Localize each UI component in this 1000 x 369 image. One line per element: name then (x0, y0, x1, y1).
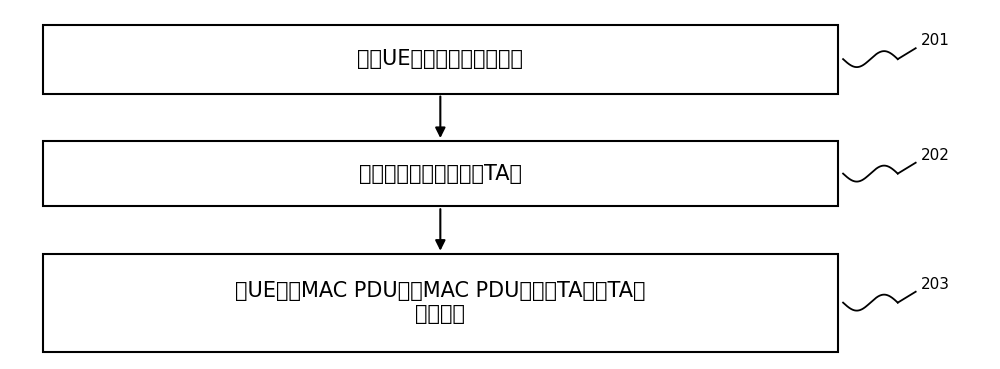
Text: 201: 201 (921, 33, 950, 48)
FancyBboxPatch shape (43, 254, 838, 352)
FancyBboxPatch shape (43, 141, 838, 206)
FancyBboxPatch shape (43, 25, 838, 94)
Text: 202: 202 (921, 148, 950, 163)
Text: 203: 203 (921, 277, 950, 292)
Text: 接收UE上报的探测参考信号: 接收UE上报的探测参考信号 (357, 49, 523, 69)
Text: 向UE下发MAC PDU，该MAC PDU中包括TA值与TA值
标识信息: 向UE下发MAC PDU，该MAC PDU中包括TA值与TA值 标识信息 (235, 281, 646, 324)
Text: 根据探测参考信号获取TA值: 根据探测参考信号获取TA值 (359, 163, 522, 184)
